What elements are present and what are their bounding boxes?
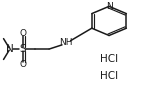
Text: N: N [106, 2, 112, 11]
Text: O: O [19, 60, 26, 69]
Text: S: S [19, 44, 26, 54]
Text: NH: NH [60, 38, 73, 47]
Text: N: N [6, 44, 14, 54]
Text: O: O [19, 29, 26, 38]
Text: HCl: HCl [100, 54, 118, 64]
Text: HCl: HCl [100, 71, 118, 81]
